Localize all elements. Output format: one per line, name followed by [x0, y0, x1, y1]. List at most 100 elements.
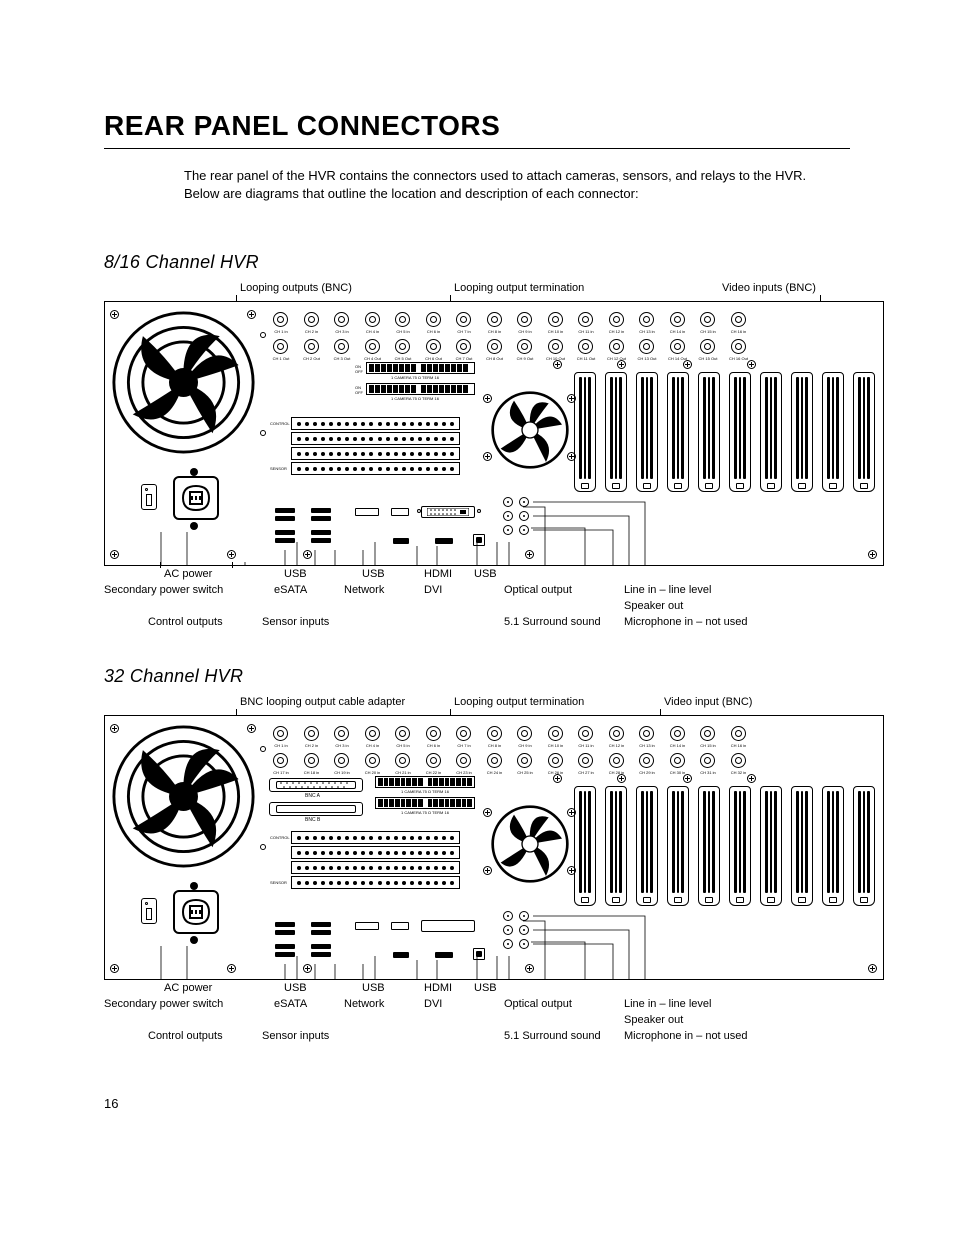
bnc-connector — [456, 726, 471, 741]
bnc-connector — [273, 753, 288, 768]
bnc-connector — [670, 339, 685, 354]
screw-icon — [617, 774, 626, 783]
bnc-label: CH 24 in — [483, 770, 507, 775]
esata-port — [275, 530, 295, 535]
bnc-connector — [670, 726, 685, 741]
label-network: Network — [344, 584, 384, 596]
callout-grid-2: AC power USB USB HDMI USB Secondary powe… — [104, 982, 884, 1046]
bnc-label: CH 8 in — [483, 329, 507, 334]
dip-label: 1 CAMERA 75 Ω TERM 16 — [355, 396, 475, 401]
slot-card — [636, 372, 658, 492]
mid-fan-icon — [490, 390, 570, 470]
dip-label: 1 CAMERA 75 Ω TERM 16 — [355, 375, 475, 380]
esata-port — [275, 538, 295, 543]
bnc-label: CH 32 in — [727, 770, 751, 775]
control-sensor-block: CONTROL SENSOR — [270, 417, 460, 475]
bnc-label: CH 14 in — [666, 329, 690, 334]
bnc-connector — [731, 339, 746, 354]
diagram-2: CH 1 inCH 2 inCH 3 inCH 4 inCH 5 inCH 6 … — [104, 715, 884, 980]
label-usb: USB — [362, 568, 385, 580]
dip-switch-row — [366, 383, 475, 395]
audio-jack — [503, 911, 513, 921]
bnc-connector — [731, 753, 746, 768]
bnc-label: CH 9 Out — [513, 356, 537, 361]
label-speaker-out: Speaker out — [624, 600, 683, 612]
optical-hole — [476, 951, 482, 957]
label-line-in: Line in – line level — [624, 998, 711, 1010]
bnc-connector — [578, 753, 593, 768]
bnc-connector — [548, 726, 563, 741]
bnc-connector — [517, 339, 532, 354]
sensor-label: SENSOR — [270, 466, 288, 471]
dot-icon — [260, 844, 266, 850]
bnc-label: CH 11 in — [574, 743, 598, 748]
bnc-label: CH 14 in — [666, 743, 690, 748]
audio-jack — [519, 911, 529, 921]
bnc-label: CH 7 Out — [452, 356, 476, 361]
bnc-connector — [395, 753, 410, 768]
label-optical: Optical output — [504, 998, 572, 1010]
esata-port — [275, 952, 295, 957]
bnc-label: CH 9 in — [513, 329, 537, 334]
label-surround: 5.1 Surround sound — [504, 1030, 601, 1042]
hdmi-port — [355, 508, 379, 516]
label-control-out: Control outputs — [148, 616, 223, 628]
bnc-label: CH 28 in — [605, 770, 629, 775]
slot-card — [574, 786, 596, 906]
bnc-connector — [548, 312, 563, 327]
bnc-label: CH 6 in — [422, 743, 446, 748]
bnc-input-row-2: CH 17 inCH 18 inCH 19 inCH 20 inCH 21 in… — [273, 753, 746, 768]
db25-pins-icon — [277, 781, 355, 789]
bnc-connector — [395, 312, 410, 327]
bnc-label: CH 29 in — [635, 770, 659, 775]
bnc-connector — [304, 312, 319, 327]
bnc-connector — [639, 339, 654, 354]
bnc-label: CH 17 in — [269, 770, 293, 775]
bnc-connector — [426, 726, 441, 741]
audio-jacks — [503, 911, 545, 953]
bnc-connector — [334, 753, 349, 768]
bnc-connector — [304, 339, 319, 354]
slot-card — [853, 786, 875, 906]
dip-label: 1 CAMERA 75 Ω TERM 16 — [375, 789, 475, 794]
bnc-label: CH 16 Out — [727, 356, 751, 361]
bnc-label: CH 18 in — [300, 770, 324, 775]
slot-card — [760, 372, 782, 492]
screw-icon — [868, 964, 877, 973]
audio-jack — [519, 525, 529, 535]
label-sensor-in: Sensor inputs — [262, 1030, 329, 1042]
screw-icon — [868, 550, 877, 559]
bnc-label: CH 21 in — [391, 770, 415, 775]
bnc-connector — [731, 312, 746, 327]
bnc-label: CH 9 in — [513, 743, 537, 748]
bnc-label: CH 1 Out — [269, 356, 293, 361]
sensor-pins — [291, 861, 460, 874]
dot-icon — [260, 746, 266, 752]
top-labels-2: BNC looping output cable adapter Looping… — [104, 691, 884, 709]
dip-label: 1 CAMERA 75 Ω TERM 16 — [375, 810, 475, 815]
usb-port — [311, 930, 331, 935]
network-port — [311, 944, 331, 949]
bnc-label: CH 13 in — [635, 329, 659, 334]
bnc-connector — [426, 312, 441, 327]
bnc-label: CH 10 in — [544, 329, 568, 334]
db25-b-label: BNC B — [305, 817, 320, 823]
bnc-connector — [334, 339, 349, 354]
bnc-connector — [578, 312, 593, 327]
slot-card — [729, 786, 751, 906]
label-dvi: DVI — [424, 584, 442, 596]
dip-off-label: OFF — [355, 390, 363, 395]
label-sensor-in: Sensor inputs — [262, 616, 329, 628]
usb-port — [275, 930, 295, 935]
label-secondary-power: Secondary power switch — [104, 584, 223, 596]
expansion-slots — [574, 372, 875, 492]
bnc-connector — [609, 312, 624, 327]
slot-card — [605, 372, 627, 492]
bnc-output-row: CH 1 OutCH 2 OutCH 3 OutCH 4 OutCH 5 Out… — [273, 339, 746, 354]
bnc-connector — [334, 726, 349, 741]
label-esata: eSATA — [274, 584, 307, 596]
bnc-connector — [731, 726, 746, 741]
bnc-label: CH 6 in — [422, 329, 446, 334]
section-title-1: 8/16 Channel HVR — [104, 252, 850, 273]
label-usb: USB — [284, 982, 307, 994]
